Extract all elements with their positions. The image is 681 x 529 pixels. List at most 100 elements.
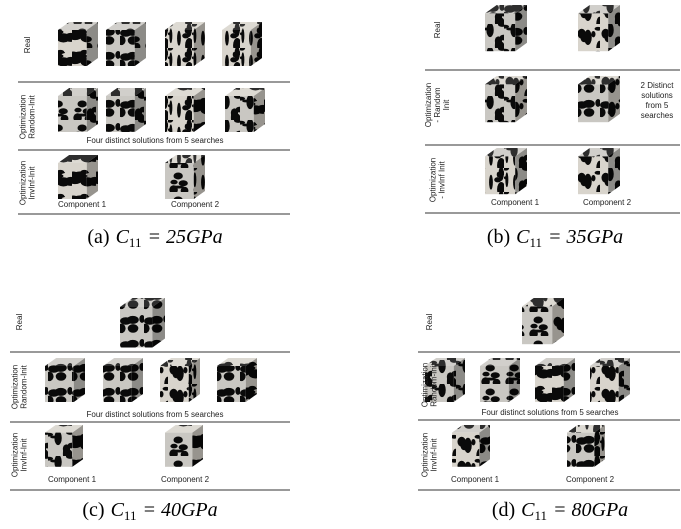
row-note: 2 Distinct [641,81,675,90]
row-label: Optimization [424,83,433,127]
cube-front [485,156,515,194]
cube-caption: Component 1 [48,475,97,484]
caption-value: = 25GPa [147,226,222,248]
cube-front [452,433,479,467]
row-label: - InvInf Init [438,161,447,199]
row-label: InvInf-Init [430,438,439,472]
row-label: Real [23,37,32,54]
cube-image [578,148,620,194]
row-label: Optimization [429,158,438,202]
cube-front [225,96,254,132]
row-label: Optimization [11,365,20,409]
cube-front [590,366,619,402]
row-label: - Random [433,87,442,122]
cube-image [522,298,564,344]
cube-front [567,433,594,467]
cube-front [578,84,608,122]
row-label: InvInf-Init [28,166,37,200]
cube-image [567,425,605,467]
figure: RealOptimizationRandom-InitFour distinct… [0,0,681,529]
cube-front [106,96,135,132]
row-label: Random-Init [28,94,37,138]
cube-front [485,84,515,122]
caption-value: = 40GPa [142,499,217,521]
row-note: Four distinct solutions from 5 searches [87,136,224,145]
cube-front [160,366,189,402]
subfigure-caption: (b) C11 = 35GPa [487,226,623,250]
cube-front [222,30,251,66]
caption-tag: (b) [487,226,510,248]
row-note: solutions [641,91,673,100]
row-note: searches [641,111,673,120]
subfigure-caption: (d) C11 = 80GPa [492,499,628,523]
cube-front [165,30,194,66]
row-label: InvInf-Init [20,438,29,472]
cube-image [590,358,630,402]
row-label: Real [15,314,24,331]
cube-front [106,30,135,66]
cube-image [578,5,620,51]
cube-caption: Component 2 [583,198,632,207]
row-label: Optimization [19,161,28,205]
cube-front [522,306,552,344]
cube-front [120,307,152,348]
cube-caption: Component 1 [451,475,500,484]
caption-tag: (a) [87,226,109,248]
cube-image [485,76,527,122]
cube-image [217,358,257,402]
cube-image [225,88,265,132]
cube-image [160,358,200,402]
caption-subscript: 11 [534,508,547,523]
caption-subscript: 11 [529,235,542,250]
cube-caption: Component 2 [161,475,210,484]
cube-image [165,425,203,467]
row-note: Four distinct solutions from 5 searches [482,408,619,417]
cube-front [58,163,87,199]
cube-image [165,22,205,66]
row-note: from 5 [646,101,669,110]
row-label: Random-Init [20,364,29,408]
cube-front [58,96,87,132]
cube-caption: Component 2 [566,475,615,484]
cube-image [165,88,205,132]
cube-front [578,156,608,194]
cube-image [480,358,520,402]
cube-image [106,22,146,66]
subfigure-caption: (c)C11= 40GPa [82,499,217,523]
caption-value: = 80GPa [553,499,628,521]
cube-image [103,358,143,402]
cube-front [165,163,194,199]
cube-image [578,76,620,122]
cube-caption: Component 2 [171,200,220,209]
cube-image [535,358,575,402]
cube-image [120,298,165,348]
cube-image [485,148,527,194]
row-label: Optimization [19,95,28,139]
caption-symbol: C [516,226,530,248]
row-label: Real [425,314,434,331]
cube-image [106,88,146,132]
row-label: Real [433,22,442,39]
cube-image [45,358,85,402]
caption-tag: (d) [492,499,515,521]
cube-front [45,366,74,402]
caption-subscript: 11 [124,508,137,523]
cube-image [45,425,83,467]
cube-image [58,88,98,132]
caption-value: = 35GPa [548,226,623,248]
cube-image [452,425,490,467]
cube-image [165,155,205,199]
cube-front [45,433,72,467]
cube-caption: Component 1 [491,198,540,207]
cube-front [578,13,608,51]
row-label: Optimization [11,433,20,477]
row-label: Init [442,99,451,110]
cube-image [222,22,262,66]
cube-image [58,22,98,66]
cube-front [165,96,194,132]
cube-front [58,30,87,66]
cube-front [535,366,564,402]
caption-symbol: C [521,499,535,521]
row-note: Four distinct solutions from 5 searches [87,410,224,419]
cube-front [217,366,246,402]
